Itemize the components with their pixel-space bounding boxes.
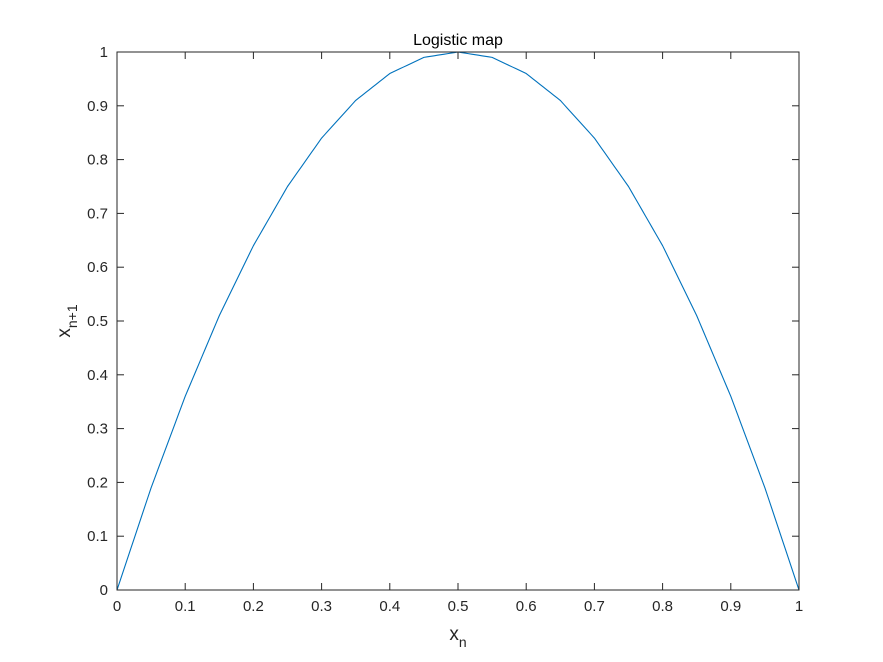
x-tick-label: 0.3 (311, 598, 332, 615)
x-axis-title-subscript: n (459, 634, 467, 650)
x-tick-label: 0.4 (379, 598, 400, 615)
y-tick-label: 0.8 (87, 152, 108, 169)
x-tick-label: 0.1 (175, 598, 196, 615)
y-tick-label: 1 (100, 44, 108, 61)
x-tick-label: 0.8 (652, 598, 673, 615)
x-tick-label: 0.2 (243, 598, 264, 615)
x-tick-label: 0.7 (584, 598, 605, 615)
y-tick-label: 0.7 (87, 205, 108, 222)
label-layer: 0 0.1 0.2 0.3 0.4 0.5 0.6 0.7 0.8 0.9 1 0 0.1 0.2 0.3 0… (87, 44, 803, 615)
axes-box (116, 51, 800, 591)
y-axis-title-base: x (54, 328, 75, 338)
y-tick-label: 0.1 (87, 528, 108, 545)
x-tick-label: 0.5 (448, 598, 469, 615)
y-tick-label: 0.6 (87, 259, 108, 276)
y-tick-label: 0 (100, 582, 108, 599)
y-tick-label: 0.5 (87, 313, 108, 330)
y-tick-label: 0.9 (87, 98, 108, 115)
x-tick-label: 0 (113, 598, 121, 615)
y-tick-label: 0.4 (87, 367, 108, 384)
plot-area (117, 52, 799, 590)
chart-title: Logistic map (413, 32, 503, 49)
x-tick-label: 0.6 (516, 598, 537, 615)
y-axis-title: xn+1 (54, 304, 80, 337)
y-tick-label: 0.3 (87, 421, 108, 438)
x-tick-label: 0.9 (720, 598, 741, 615)
y-axis-title-subscript: n+1 (64, 304, 80, 328)
y-tick-label: 0.2 (87, 474, 108, 491)
x-axis-title-base: x (449, 624, 459, 645)
x-axis-title: xn (449, 624, 466, 650)
x-tick-label: 1 (795, 598, 803, 615)
